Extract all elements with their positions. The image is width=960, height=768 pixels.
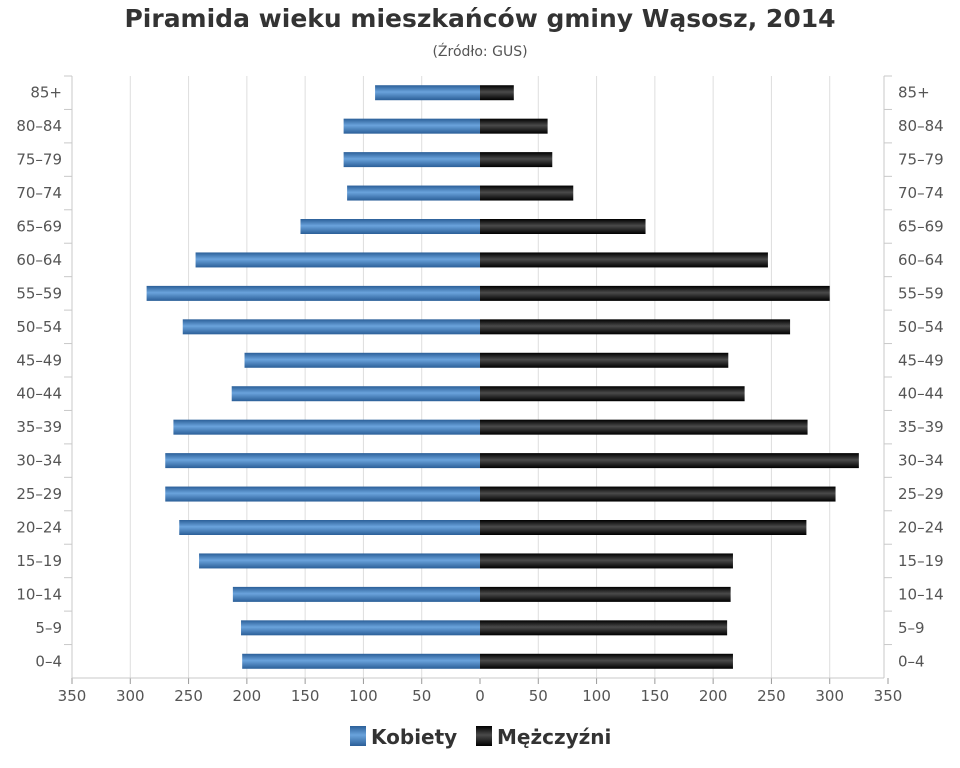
x-tick-label: 100 <box>582 687 611 705</box>
category-label-right: 40–44 <box>898 385 944 403</box>
category-label-left: 30–34 <box>16 452 62 470</box>
bar-kobiety <box>244 352 480 368</box>
legend-swatch-mezczyzni <box>476 726 492 746</box>
category-label-left: 25–29 <box>16 485 62 503</box>
bar-mezczyzni <box>480 118 548 134</box>
x-tick-label: 50 <box>412 687 431 705</box>
bar-mezczyzni <box>480 152 553 168</box>
bar-kobiety <box>165 453 480 469</box>
category-label-right: 5–9 <box>898 619 925 637</box>
bar-mezczyzni <box>480 85 514 101</box>
category-label-right: 25–29 <box>898 485 944 503</box>
category-label-right: 70–74 <box>898 184 944 202</box>
bar-kobiety <box>195 252 480 268</box>
chart-title: Piramida wieku mieszkańców gminy Wąsosz,… <box>124 4 836 33</box>
bar-kobiety <box>173 419 480 435</box>
bar-kobiety <box>375 85 480 101</box>
bar-kobiety <box>343 118 480 134</box>
x-tick-label: 0 <box>475 687 485 705</box>
category-label-left: 60–64 <box>16 251 62 269</box>
bar-kobiety <box>146 285 480 301</box>
category-label-left: 20–24 <box>16 519 62 537</box>
category-label-right: 15–19 <box>898 552 944 570</box>
legend: Kobiety Mężczyźni <box>350 725 611 749</box>
axes <box>64 75 892 684</box>
bar-mezczyzni <box>480 653 733 669</box>
bar-mezczyzni <box>480 319 791 335</box>
bar-mezczyzni <box>480 419 808 435</box>
bar-mezczyzni <box>480 453 859 469</box>
bar-mezczyzni <box>480 252 768 268</box>
bars <box>146 85 859 669</box>
x-tick-label: 150 <box>641 687 670 705</box>
bar-mezczyzni <box>480 520 807 535</box>
axis-labels: 350 300 250 200 150 100 50 0 50 100 150 200 250 300 35… <box>16 84 943 705</box>
category-label-left: 65–69 <box>16 218 62 236</box>
x-tick-label: 300 <box>116 687 145 705</box>
category-label-right: 65–69 <box>898 218 944 236</box>
category-label-left: 50–54 <box>16 318 62 336</box>
category-label-left: 40–44 <box>16 385 62 403</box>
category-label-right: 0–4 <box>898 652 925 670</box>
legend-swatch-kobiety <box>350 726 366 746</box>
x-tick-label: 250 <box>174 687 203 705</box>
bar-kobiety <box>179 520 480 535</box>
category-label-left: 10–14 <box>16 585 62 603</box>
bar-mezczyzni <box>480 285 830 301</box>
legend-label-mezczyzni: Mężczyźni <box>497 725 611 749</box>
bar-mezczyzni <box>480 553 733 569</box>
category-label-right: 80–84 <box>898 117 944 135</box>
x-tick-label: 100 <box>349 687 378 705</box>
bar-mezczyzni <box>480 219 646 234</box>
bar-mezczyzni <box>480 586 731 602</box>
x-tick-label: 350 <box>58 687 87 705</box>
category-label-left: 35–39 <box>16 418 62 436</box>
x-tick-label: 50 <box>529 687 548 705</box>
category-label-left: 85+ <box>30 84 62 102</box>
x-tick-label: 200 <box>233 687 262 705</box>
x-tick-label: 350 <box>874 687 903 705</box>
legend-label-kobiety: Kobiety <box>371 725 457 749</box>
category-label-left: 45–49 <box>16 351 62 369</box>
category-label-left: 15–19 <box>16 552 62 570</box>
category-label-right: 30–34 <box>898 452 944 470</box>
category-label-left: 80–84 <box>16 117 62 135</box>
category-label-right: 85+ <box>898 84 930 102</box>
category-label-right: 20–24 <box>898 519 944 537</box>
bar-kobiety <box>232 586 480 602</box>
category-label-right: 35–39 <box>898 418 944 436</box>
bar-kobiety <box>347 185 480 201</box>
bar-mezczyzni <box>480 352 729 368</box>
x-tick-label: 150 <box>291 687 320 705</box>
category-label-right: 55–59 <box>898 284 944 302</box>
category-label-left: 55–59 <box>16 284 62 302</box>
bar-kobiety <box>343 152 480 168</box>
category-label-left: 5–9 <box>35 619 62 637</box>
x-tick-label: 200 <box>699 687 728 705</box>
bar-kobiety <box>300 219 480 234</box>
bar-mezczyzni <box>480 185 574 201</box>
bar-kobiety <box>241 620 480 636</box>
bar-kobiety <box>165 486 480 502</box>
category-label-left: 75–79 <box>16 151 62 169</box>
bar-kobiety <box>199 553 480 569</box>
bar-kobiety <box>231 386 480 402</box>
category-label-right: 75–79 <box>898 151 944 169</box>
bar-mezczyzni <box>480 386 745 402</box>
category-label-left: 70–74 <box>16 184 62 202</box>
x-tick-label: 300 <box>815 687 844 705</box>
bar-mezczyzni <box>480 486 836 502</box>
x-tick-label: 250 <box>757 687 786 705</box>
category-label-right: 50–54 <box>898 318 944 336</box>
bar-kobiety <box>242 653 480 669</box>
bar-kobiety <box>182 319 480 335</box>
category-label-right: 60–64 <box>898 251 944 269</box>
chart-subtitle: (Źródło: GUS) <box>432 44 528 60</box>
bar-mezczyzni <box>480 620 728 636</box>
category-label-right: 45–49 <box>898 351 944 369</box>
category-label-right: 10–14 <box>898 585 944 603</box>
category-label-left: 0–4 <box>35 652 62 670</box>
